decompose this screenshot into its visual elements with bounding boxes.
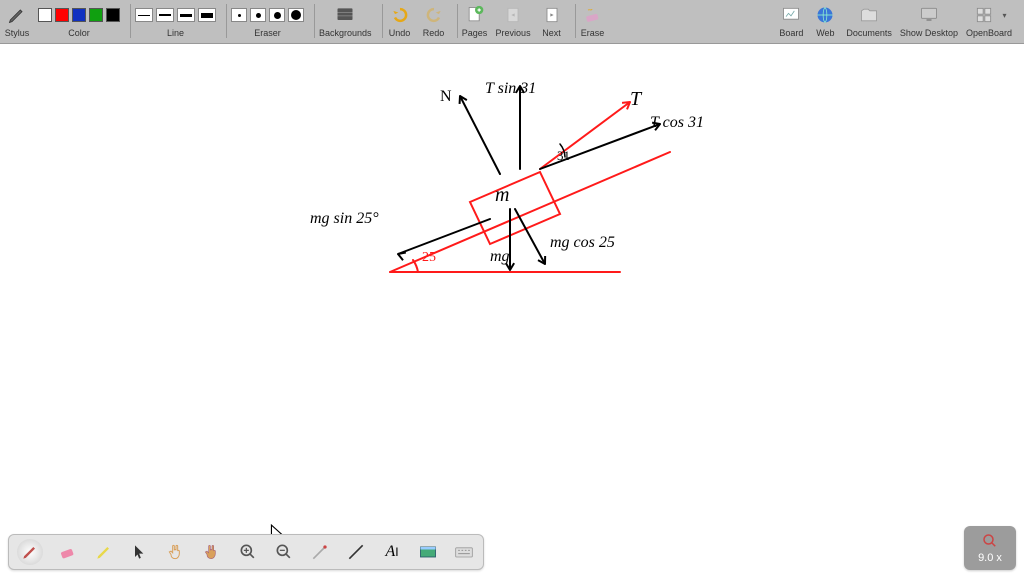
- label-Tsin: T sin 31: [485, 80, 536, 98]
- label-angle31: 31: [557, 148, 570, 164]
- openboard-button[interactable]: [971, 3, 997, 27]
- line-group: Line: [135, 2, 216, 38]
- next-label: Next: [542, 28, 561, 38]
- label-angle25: 25: [422, 250, 436, 266]
- web-label: Web: [816, 28, 834, 38]
- backgrounds-group: Backgrounds: [319, 2, 372, 38]
- eraser-size-group: Eraser: [231, 2, 304, 38]
- color-group: Color: [38, 2, 120, 38]
- line-width-option[interactable]: [135, 8, 153, 22]
- eraser-label: Eraser: [254, 28, 281, 38]
- label-mg: mg: [490, 248, 510, 266]
- chevron-down-icon: ▾: [1002, 11, 1006, 20]
- openboard-label: OpenBoard: [966, 28, 1012, 38]
- line-width-option[interactable]: [156, 8, 174, 22]
- previous-label: Previous: [496, 28, 531, 38]
- top-toolbar: Stylus Color Line Eraser Backgrounds Und…: [0, 0, 1024, 44]
- hand-move-tool[interactable]: [201, 541, 223, 563]
- erase-button[interactable]: [580, 3, 606, 27]
- color-label: Color: [68, 28, 90, 38]
- pointer-tool[interactable]: [129, 541, 151, 563]
- eraser-size-option[interactable]: [288, 8, 304, 22]
- undo-group: Undo: [387, 2, 413, 38]
- erase-label: Erase: [581, 28, 605, 38]
- color-swatch[interactable]: [89, 8, 103, 22]
- stylus-group: Stylus: [4, 2, 30, 38]
- zoom-label: 9.0 x: [978, 552, 1002, 564]
- zoomin-tool[interactable]: [237, 541, 259, 563]
- next-button[interactable]: [539, 3, 565, 27]
- web-group: Web: [812, 2, 838, 38]
- previous-button[interactable]: [500, 3, 526, 27]
- highlighter-tool[interactable]: [93, 541, 115, 563]
- next-group: Next: [539, 2, 565, 38]
- stylus-label: Stylus: [5, 28, 30, 38]
- documents-group: Documents: [846, 2, 892, 38]
- board-group: Board: [778, 2, 804, 38]
- redo-label: Redo: [423, 28, 445, 38]
- laser-tool[interactable]: [309, 541, 331, 563]
- label-m: m: [495, 184, 509, 207]
- zoomout-tool[interactable]: [273, 541, 295, 563]
- board-label: Board: [779, 28, 803, 38]
- backgrounds-button[interactable]: [332, 3, 358, 27]
- hand-select-tool[interactable]: [165, 541, 187, 563]
- redo-button[interactable]: [421, 3, 447, 27]
- capture-tool[interactable]: [417, 541, 439, 563]
- label-mgcos: mg cos 25: [550, 234, 615, 252]
- bottom-toolbar: AI: [8, 534, 484, 570]
- previous-group: Previous: [496, 2, 531, 38]
- eraser-size-option[interactable]: [231, 8, 247, 22]
- openboard-group: ▾ OpenBoard: [966, 2, 1012, 38]
- showdesktop-button[interactable]: [916, 3, 942, 27]
- keyboard-tool[interactable]: [453, 541, 475, 563]
- web-button[interactable]: [812, 3, 838, 27]
- eraser-size-option[interactable]: [250, 8, 266, 22]
- pen-tool[interactable]: [17, 539, 43, 565]
- label-T: T: [630, 88, 641, 111]
- eraser-tool[interactable]: [57, 541, 79, 563]
- eraser-size-option[interactable]: [269, 8, 285, 22]
- color-swatch[interactable]: [72, 8, 86, 22]
- documents-label: Documents: [846, 28, 892, 38]
- showdesktop-label: Show Desktop: [900, 28, 958, 38]
- line-label: Line: [167, 28, 184, 38]
- backgrounds-label: Backgrounds: [319, 28, 372, 38]
- label-N: N: [440, 88, 452, 106]
- pages-label: Pages: [462, 28, 488, 38]
- color-swatch[interactable]: [38, 8, 52, 22]
- showdesktop-group: Show Desktop: [900, 2, 958, 38]
- drawing-svg: [0, 44, 1024, 576]
- redo-group: Redo: [421, 2, 447, 38]
- undo-button[interactable]: [387, 3, 413, 27]
- erase-group: Erase: [580, 2, 606, 38]
- canvas[interactable]: N T sin 31 T T cos 31 31 m mg sin 25° mg…: [0, 44, 1024, 576]
- color-swatch[interactable]: [106, 8, 120, 22]
- board-button[interactable]: [778, 3, 804, 27]
- color-swatch[interactable]: [55, 8, 69, 22]
- documents-button[interactable]: [856, 3, 882, 27]
- stylus-button[interactable]: [4, 3, 30, 27]
- text-tool[interactable]: AI: [381, 541, 403, 563]
- line-tool[interactable]: [345, 541, 367, 563]
- line-width-option[interactable]: [198, 8, 216, 22]
- zoom-indicator[interactable]: 9.0 x: [964, 526, 1016, 570]
- undo-label: Undo: [389, 28, 411, 38]
- zoom-icon: [981, 532, 999, 550]
- label-mgsin: mg sin 25°: [310, 210, 379, 228]
- pages-group: Pages: [462, 2, 488, 38]
- pages-button[interactable]: [462, 3, 488, 27]
- label-Tcos: T cos 31: [650, 114, 704, 132]
- line-width-option[interactable]: [177, 8, 195, 22]
